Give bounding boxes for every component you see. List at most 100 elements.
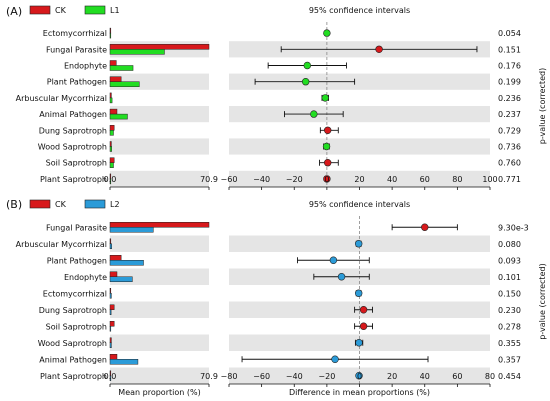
- bar-tick-label: 70.9: [200, 372, 218, 381]
- diff-point: [331, 355, 339, 363]
- bar-tick-label: 70.9: [200, 175, 218, 184]
- bar: [109, 222, 210, 228]
- diff-point: [322, 142, 331, 151]
- ci-tick-label: 0: [324, 175, 329, 184]
- bar: [109, 125, 115, 131]
- diff-point: [323, 175, 331, 183]
- bar: [109, 108, 118, 115]
- bar: [109, 271, 118, 277]
- row-band: [110, 268, 209, 285]
- category-label: Ectomycorrhizal: [43, 289, 107, 298]
- bar: [109, 97, 113, 104]
- diff-point: [354, 289, 363, 297]
- bar: [109, 326, 112, 332]
- legend-swatch: [84, 199, 106, 209]
- bar: [109, 92, 112, 99]
- category-label: Wood Saprotroph: [38, 143, 107, 152]
- category-label: Plant Saprotroph: [40, 372, 107, 381]
- category-label: Ectomycorrhizal: [43, 29, 107, 38]
- category-label: Soil Saprotroph: [46, 322, 107, 331]
- ci-tick-label: −40: [253, 175, 270, 184]
- p-value-axis-label: p-value (corrected): [538, 68, 547, 144]
- diff-point: [359, 322, 368, 330]
- ci-title: 95% confidence intervals: [309, 200, 410, 209]
- p-value: 0.199: [498, 78, 521, 87]
- bar-x-label: Mean proportion (%): [118, 388, 200, 397]
- category-label: Arbuscular Mycorrhizal: [16, 240, 107, 249]
- bar: [109, 27, 112, 34]
- bar: [109, 375, 112, 381]
- ci-tick-label: −60: [221, 175, 238, 184]
- ci-tick-label: 20: [354, 175, 364, 184]
- row-band: [110, 301, 209, 318]
- ci-tick-label: 100: [482, 175, 497, 184]
- ci-tick-label: 40: [387, 175, 397, 184]
- ci-tick-label: 20: [387, 372, 397, 381]
- legend-label: L2: [110, 200, 120, 209]
- bar: [109, 304, 115, 310]
- p-value: 0.355: [498, 339, 521, 348]
- p-value: 0.151: [498, 45, 521, 54]
- bar: [109, 243, 112, 249]
- bar: [109, 255, 122, 261]
- bar: [109, 81, 140, 87]
- bar: [109, 44, 210, 50]
- legend-swatch: [29, 199, 51, 209]
- bar: [109, 321, 115, 327]
- category-label: Fungal Parasite: [46, 45, 107, 54]
- diff-point: [359, 306, 368, 314]
- category-label: Endophyte: [64, 62, 107, 71]
- ci-tick-label: 60: [420, 175, 430, 184]
- bar: [109, 157, 115, 163]
- category-label: Dung Saprotroph: [39, 306, 107, 315]
- diff-point: [301, 77, 310, 86]
- category-label: Endophyte: [64, 273, 107, 282]
- bar: [109, 60, 117, 66]
- diff-point: [310, 110, 318, 118]
- diff-point: [321, 94, 329, 102]
- bar: [109, 354, 118, 360]
- p-value: 0.176: [498, 62, 521, 71]
- bar: [109, 276, 133, 282]
- panel-label: (B): [6, 198, 22, 211]
- bar: [109, 342, 112, 348]
- diff-point: [329, 256, 338, 264]
- bar: [109, 238, 112, 244]
- ci-tick-label: 80: [485, 372, 495, 381]
- p-value: 0.729: [498, 126, 521, 135]
- row-band: [110, 138, 209, 155]
- category-label: Wood Saprotroph: [38, 339, 107, 348]
- diff-point: [355, 372, 363, 380]
- bar: [109, 309, 112, 315]
- ci-tick-label: −20: [318, 372, 335, 381]
- diff-point: [303, 61, 311, 70]
- category-label: Dung Saprotroph: [39, 126, 107, 135]
- legend-swatch: [84, 5, 106, 15]
- ci-tick-label: −40: [286, 372, 303, 381]
- p-value: 0.236: [498, 94, 521, 103]
- diff-point: [375, 45, 383, 53]
- bar-tick-label: 0.0: [104, 372, 117, 381]
- ci-tick-label: 60: [452, 372, 462, 381]
- legend-label: CK: [55, 200, 67, 209]
- ci-tick-label: 80: [452, 175, 462, 184]
- p-value: 0.760: [498, 159, 521, 168]
- ci-tick-label: 0: [357, 372, 362, 381]
- bar: [109, 359, 139, 365]
- row-band: [110, 106, 209, 123]
- p-value: 0.101: [498, 273, 521, 282]
- p-value: 0.736: [498, 143, 521, 152]
- category-label: Fungal Parasite: [46, 223, 107, 232]
- category-label: Soil Saprotroph: [46, 159, 107, 168]
- diff-point: [354, 240, 363, 248]
- legend-label: CK: [55, 6, 67, 15]
- bar: [109, 337, 112, 343]
- ci-tick-label: −60: [253, 372, 270, 381]
- p-value: 0.230: [498, 306, 521, 315]
- bar: [109, 227, 154, 233]
- diff-point: [421, 223, 429, 231]
- p-value: 9.30e-3: [498, 223, 529, 232]
- diff-point: [337, 273, 346, 281]
- bar-tick-label: 0.0: [104, 175, 117, 184]
